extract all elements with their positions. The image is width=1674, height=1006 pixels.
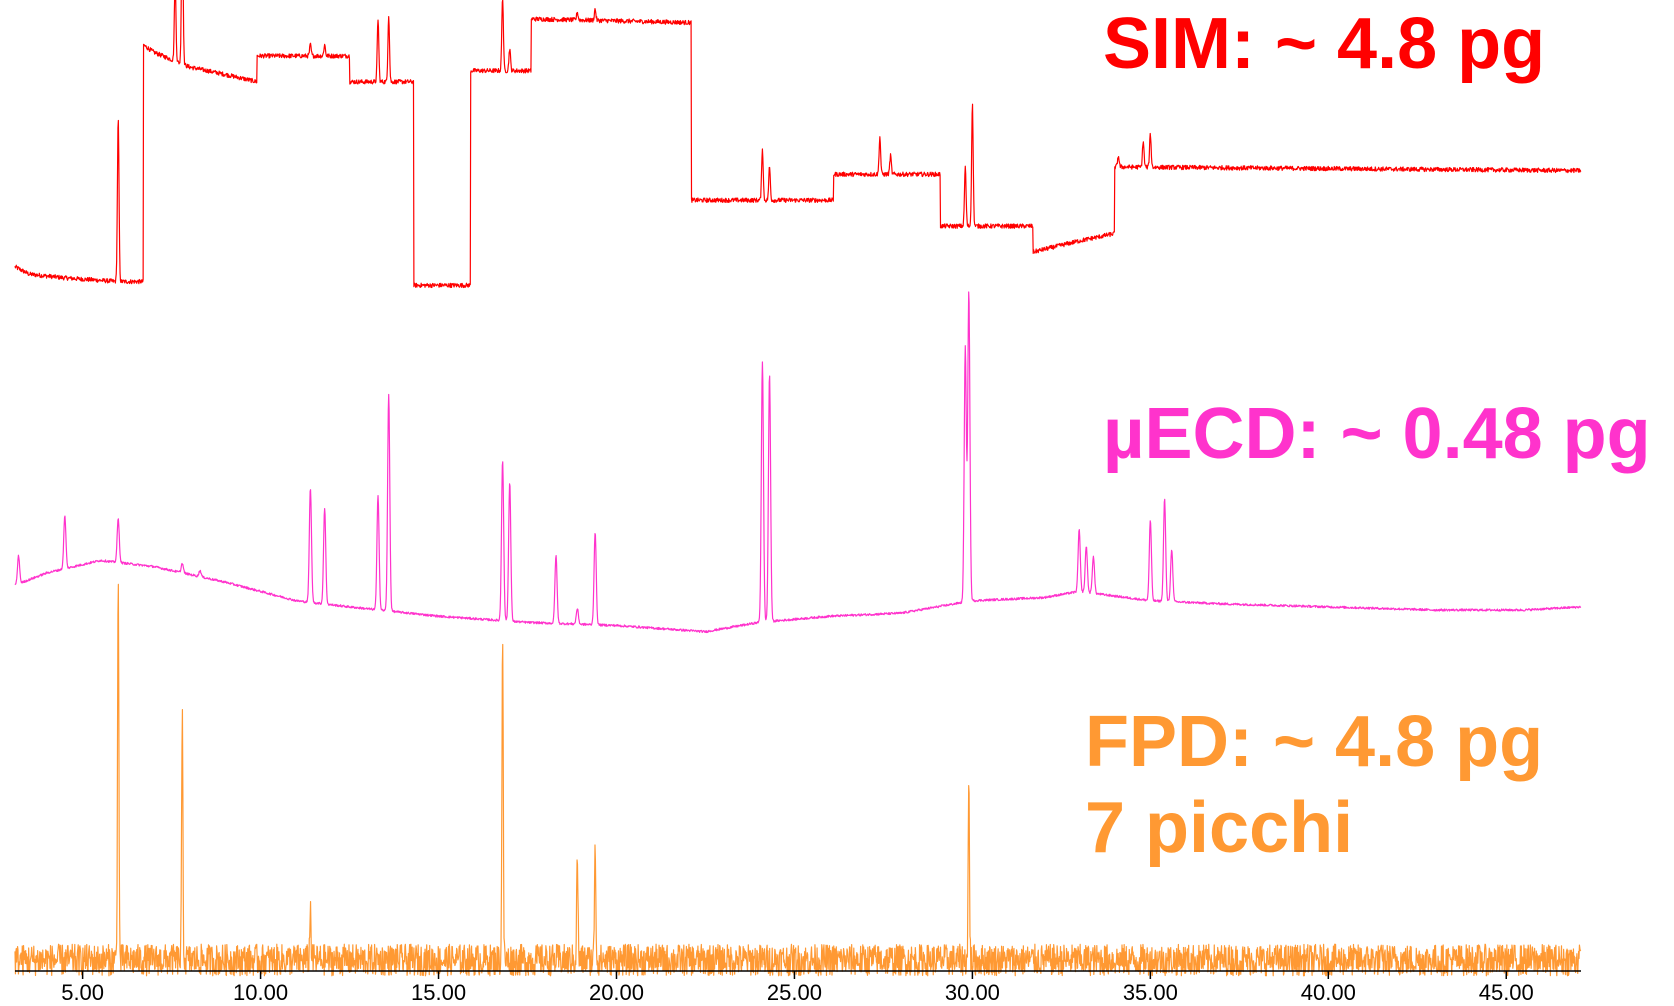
x-tick-label: 35.00	[1123, 980, 1178, 1005]
ecd-series-label: µECD: ~ 0.48 pg	[1103, 394, 1651, 474]
x-axis-ticks: 5.00 10.00 15.00 20.00 25.00 30.00 35.00 40.00 4…	[61, 971, 1534, 1005]
x-tick-label: 45.00	[1479, 980, 1534, 1005]
x-tick-label: 20.00	[589, 980, 644, 1005]
sim-series-label: SIM: ~ 4.8 pg	[1103, 4, 1546, 84]
x-tick-label: 10.00	[233, 980, 288, 1005]
fpd-peak-count-label: 7 picchi	[1085, 788, 1354, 868]
sim-trace	[14, 0, 1582, 289]
fpd-series-label: FPD: ~ 4.8 pg	[1085, 702, 1544, 782]
x-tick-label: 25.00	[767, 980, 822, 1005]
x-tick-label: 5.00	[61, 980, 104, 1005]
x-tick-label: 40.00	[1301, 980, 1356, 1005]
ecd-trace	[14, 291, 1582, 634]
x-tick-label: 15.00	[411, 980, 466, 1005]
x-tick-label: 30.00	[945, 980, 1000, 1005]
